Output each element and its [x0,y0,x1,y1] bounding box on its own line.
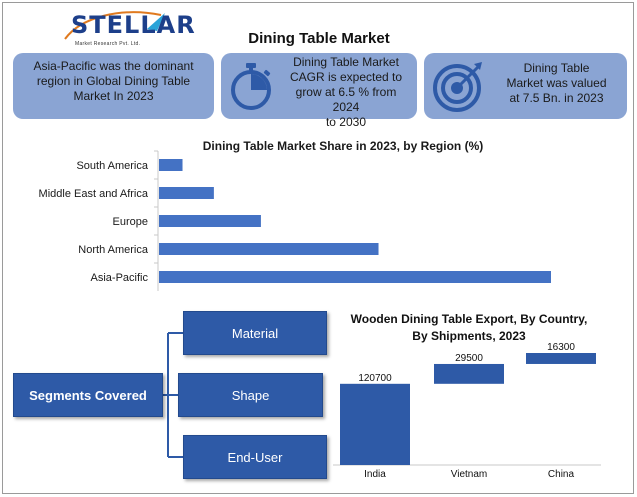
stopwatch-icon [231,63,271,110]
stat-line: Market was valued [506,76,607,90]
stat-line: grow at 6.5 % from 2024 [295,85,397,114]
region-tick-label: Middle East and Africa [39,188,149,200]
export-chart: Wooden Dining Table Export, By Country, … [333,303,633,493]
region-chart-title: Dining Table Market Share in 2023, by Re… [202,139,484,153]
export-bar [434,363,504,384]
stat-box-market-value: Dining Table Market was valued at 7.5 Bn… [424,53,627,119]
stat-line: Dining Table [523,61,590,75]
stat-text: Dining Table Market CAGR is expected to … [281,55,411,130]
region-bar [159,243,379,255]
region-tick-label: Asia-Pacific [91,272,149,284]
region-bar [159,159,183,171]
stat-line: at 7.5 Bn. in 2023 [509,91,604,105]
page-title: Dining Table Market [248,30,390,47]
export-data-label: 16300 [547,342,575,353]
stellar-logo: STELLAR Market Research Pvt. Ltd. [61,9,195,53]
export-data-label: 120700 [358,373,392,384]
export-bar [526,353,596,364]
region-tick-label: South America [76,160,148,172]
region-bar [159,215,261,227]
region-bar [159,187,214,199]
export-tick-label: Vietnam [451,469,488,480]
segment-connectors [163,332,183,458]
region-bar-svg: South America Middle East and Africa Europ… [39,150,551,291]
stat-box-dominant-region: Asia-Pacific was the dominant region in … [13,53,214,119]
export-bar [340,383,410,465]
stat-line: Market In 2023 [73,89,154,103]
segment-shape: Shape [178,373,323,417]
export-tick-label: India [364,469,386,480]
region-tick-label: North America [78,244,149,256]
region-bar [159,271,551,283]
segments-covered-box: Segments Covered [13,373,163,417]
stat-line: CAGR is expected to [289,70,403,84]
export-title-line: By Shipments, 2023 [412,329,526,343]
stat-line: to 2030 [325,115,367,129]
stat-text: Dining Table Market was valued at 7.5 Bn… [496,61,617,106]
export-bar-svg: 120700 India 29500 Vietnam 16300 China [333,342,601,480]
target-icon [433,62,482,112]
stat-box-cagr: Dining Table Market CAGR is expected to … [221,53,417,129]
stat-line: Dining Table Market [293,55,399,69]
export-data-label: 29500 [455,353,483,364]
region-share-chart: Dining Table Market Share in 2023, by Re… [3,133,633,303]
logo-tagline: Market Research Pvt. Ltd. [75,41,141,47]
stat-text: Asia-Pacific was the dominant region in … [13,59,214,104]
region-tick-label: Europe [113,216,148,228]
logo-swoosh-icon [64,11,165,40]
export-chart-title: Wooden Dining Table Export, By Country, … [333,311,605,345]
segment-end-user: End-User [183,435,327,479]
logo-wordmark: STELLAR [71,11,196,39]
export-title-line: Wooden Dining Table Export, By Country, [350,312,588,326]
stat-line: region in Global Dining Table [36,74,191,88]
export-tick-label: China [548,469,575,480]
segment-material: Material [183,311,327,355]
stat-line: Asia-Pacific was the dominant [33,59,194,73]
